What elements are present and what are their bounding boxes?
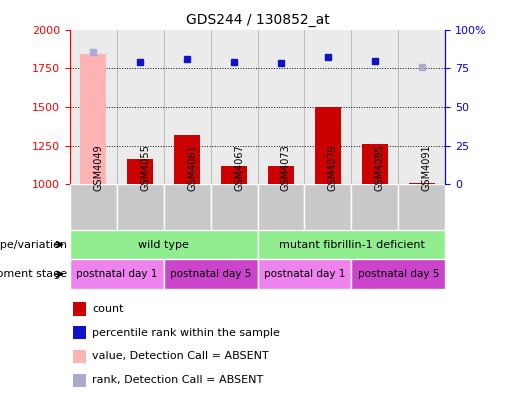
Bar — [352, 184, 399, 230]
Bar — [315, 107, 341, 184]
Text: GSM4061: GSM4061 — [187, 145, 197, 191]
Bar — [164, 30, 211, 184]
Text: count: count — [92, 304, 124, 314]
Bar — [116, 184, 164, 230]
Bar — [116, 30, 164, 184]
Bar — [362, 144, 388, 184]
Bar — [73, 326, 87, 339]
Bar — [164, 259, 258, 289]
Title: GDS244 / 130852_at: GDS244 / 130852_at — [185, 13, 330, 27]
Text: GSM4049: GSM4049 — [93, 145, 103, 191]
Bar — [352, 30, 399, 184]
Text: GSM4079: GSM4079 — [328, 144, 338, 191]
Text: postnatal day 5: postnatal day 5 — [170, 269, 251, 279]
Bar — [70, 259, 164, 289]
Bar — [268, 166, 294, 184]
Text: postnatal day 1: postnatal day 1 — [76, 269, 157, 279]
Bar — [73, 350, 87, 363]
Text: GSM4067: GSM4067 — [234, 144, 244, 191]
Bar — [70, 230, 258, 259]
Text: GSM4091: GSM4091 — [422, 145, 432, 191]
Text: value, Detection Call = ABSENT: value, Detection Call = ABSENT — [92, 351, 269, 362]
Bar — [211, 30, 258, 184]
Bar — [70, 30, 116, 184]
Text: percentile rank within the sample: percentile rank within the sample — [92, 327, 280, 338]
Bar — [399, 30, 445, 184]
Bar — [352, 259, 445, 289]
Bar — [304, 184, 352, 230]
Bar — [258, 230, 445, 259]
Bar — [221, 166, 247, 184]
Text: GSM4055: GSM4055 — [140, 144, 150, 191]
Text: genotype/variation: genotype/variation — [0, 240, 67, 249]
Text: postnatal day 5: postnatal day 5 — [358, 269, 439, 279]
Text: GSM4085: GSM4085 — [375, 144, 385, 191]
Text: postnatal day 1: postnatal day 1 — [264, 269, 345, 279]
Bar — [80, 54, 106, 184]
Bar — [127, 159, 153, 184]
Text: development stage: development stage — [0, 269, 67, 279]
Bar — [258, 259, 351, 289]
Bar — [211, 184, 258, 230]
Bar — [258, 184, 304, 230]
Bar — [70, 184, 116, 230]
Text: rank, Detection Call = ABSENT: rank, Detection Call = ABSENT — [92, 375, 263, 385]
Bar — [174, 135, 200, 184]
Text: mutant fibrillin-1 deficient: mutant fibrillin-1 deficient — [279, 240, 424, 249]
Text: wild type: wild type — [138, 240, 189, 249]
Bar — [164, 184, 211, 230]
Bar — [304, 30, 352, 184]
Bar — [258, 30, 304, 184]
Text: GSM4073: GSM4073 — [281, 144, 291, 191]
Bar — [73, 302, 87, 316]
Bar — [73, 373, 87, 387]
Bar — [399, 184, 445, 230]
Bar — [409, 183, 435, 184]
